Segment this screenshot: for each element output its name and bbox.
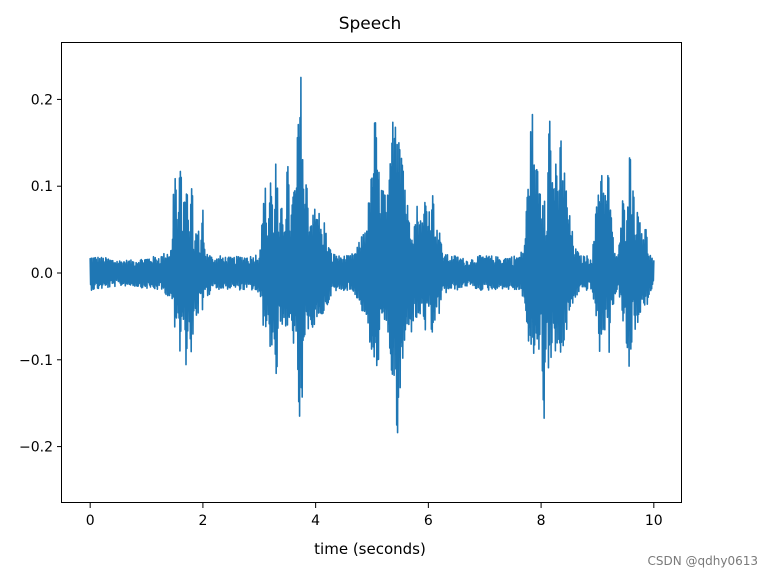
y-tick-label: 0.1 — [31, 179, 53, 195]
y-tick-label: 0.0 — [31, 266, 53, 282]
y-axis: 0.2 0.1 0.0 −0.1 −0.2 — [19, 92, 62, 456]
chart-title: Speech — [339, 14, 402, 34]
x-tick-label: 0 — [86, 513, 95, 529]
x-tick-label: 4 — [311, 513, 320, 529]
x-axis: 0 2 4 6 8 10 — [86, 503, 663, 529]
x-tick-label: 8 — [537, 513, 546, 529]
x-tick-label: 6 — [424, 513, 433, 529]
watermark: CSDN @qdhy0613 — [647, 554, 758, 568]
y-tick-label: −0.2 — [19, 440, 53, 456]
x-tick-label: 2 — [198, 513, 207, 529]
x-tick-label: 10 — [645, 513, 663, 529]
x-axis-label: time (seconds) — [314, 540, 426, 558]
y-tick-label: 0.2 — [31, 92, 53, 108]
waveform-line — [89, 76, 655, 434]
y-tick-label: −0.1 — [19, 353, 53, 369]
waveform-series — [89, 76, 655, 434]
